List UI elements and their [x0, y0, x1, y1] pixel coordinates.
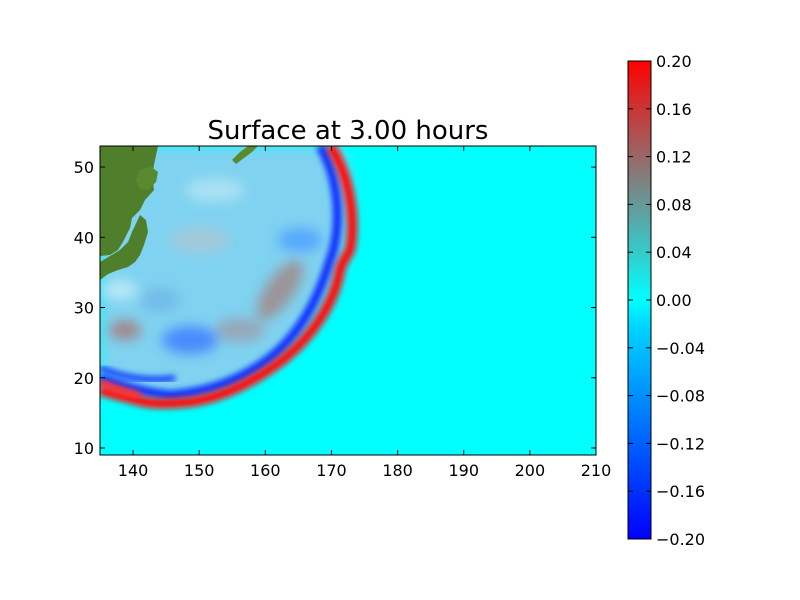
chart-title: Surface at 3.00 hours — [208, 116, 489, 146]
y-tick-label: 30 — [74, 299, 94, 318]
colorbar-tick-label: −0.04 — [656, 339, 705, 358]
x-tick-label: 190 — [448, 461, 479, 480]
x-axis: 140 150 160 170 180 190 200 210 — [118, 146, 611, 480]
x-tick-label: 160 — [250, 461, 281, 480]
plot-frame — [99, 145, 597, 456]
wave-crest-edge — [100, 378, 142, 400]
colorbar-tick-label: −0.08 — [656, 387, 705, 406]
land-hokkaido — [136, 166, 158, 190]
heatmap-field — [100, 146, 596, 455]
x-tick-label: 170 — [316, 461, 347, 480]
colorbar-tick-label: 0.16 — [656, 100, 692, 119]
x-tick-label: 180 — [382, 461, 413, 480]
y-tick-label: 10 — [74, 439, 94, 458]
colorbar-tick-label: 0.04 — [656, 243, 692, 262]
wave-trough-inner — [100, 365, 176, 383]
colorbar-tick-label: −0.16 — [656, 482, 705, 501]
wave-crest — [100, 146, 358, 409]
colorbar-tick-label: −0.12 — [656, 434, 705, 453]
wave-patches — [102, 178, 322, 354]
x-tick-label: 200 — [515, 461, 546, 480]
colorbar-tick-label: 0.12 — [656, 148, 692, 167]
colorbar-tick-label: 0.00 — [656, 291, 692, 310]
land-kuril-kamchatka — [232, 146, 258, 164]
land-honshu — [100, 215, 148, 280]
y-tick-label: 20 — [74, 369, 94, 388]
colorbar-tick-label: 0.20 — [656, 52, 692, 71]
colorbar-tick-label: −0.20 — [656, 530, 705, 549]
colorbar-tick-label: 0.08 — [656, 195, 692, 214]
land-mass — [100, 146, 258, 280]
colorbar-ticks: 0.20 0.16 0.12 0.08 0.04 0.00 −0.04 −0.08 −0.12 −… — [628, 52, 705, 549]
x-tick-label: 140 — [118, 461, 149, 480]
y-axis: 10 20 30 40 50 — [74, 158, 596, 458]
x-tick-label: 210 — [581, 461, 612, 480]
wave-trough — [100, 146, 342, 400]
x-tick-label: 150 — [184, 461, 215, 480]
y-tick-label: 40 — [74, 228, 94, 247]
y-tick-label: 50 — [74, 158, 94, 177]
